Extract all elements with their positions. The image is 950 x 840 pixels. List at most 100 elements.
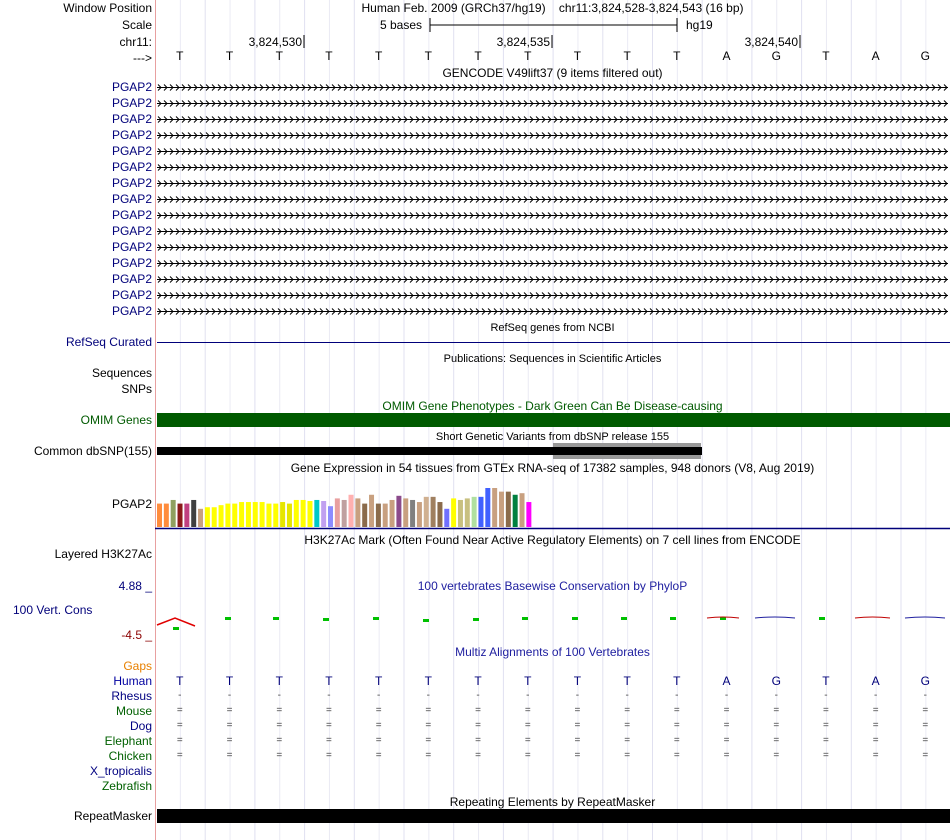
multiz-gaps-label[interactable]: Gaps (123, 659, 152, 673)
multiz-base: T (176, 674, 184, 688)
gencode-transcript-line (157, 292, 948, 299)
gencode-transcript-label[interactable]: PGAP2 (111, 256, 152, 270)
multiz-base: T (623, 674, 631, 688)
base-letter: T (225, 49, 234, 63)
multiz-species-label[interactable]: Mouse (115, 704, 152, 718)
cons-phylop-marks[interactable] (155, 612, 950, 632)
h3k27ac-track-label[interactable]: Layered H3K27Ac (54, 547, 152, 561)
gencode-transcript-line (157, 180, 948, 187)
gencode-transcript-label[interactable]: PGAP2 (111, 240, 152, 254)
gencode-transcript-line (157, 132, 948, 139)
gtex-expression-bars[interactable] (155, 474, 555, 530)
multiz-base: - (724, 690, 729, 701)
multiz-base: - (277, 690, 281, 701)
multiz-base: = (922, 720, 929, 731)
gencode-transcript-label[interactable]: PGAP2 (111, 144, 152, 158)
gtex-tissue-bar (177, 503, 183, 527)
refseq-track-label[interactable]: RefSeq Curated (65, 335, 152, 349)
cons-mark (423, 619, 429, 622)
gencode-transcript-label[interactable]: PGAP2 (111, 96, 152, 110)
gtex-tissue-bar (430, 496, 436, 527)
multiz-base: T (225, 674, 234, 688)
refseq-gene-line[interactable] (155, 341, 950, 345)
base-letter: T (424, 49, 433, 63)
multiz-base: - (476, 690, 480, 701)
dbsnp-variant-bars[interactable] (155, 443, 715, 459)
coord-tick-marks (303, 35, 801, 48)
gencode-transcript-label[interactable]: PGAP2 (111, 288, 152, 302)
pubs-snps-label[interactable]: SNPs (121, 382, 152, 396)
gtex-track-label[interactable]: PGAP2 (111, 497, 152, 511)
gtex-tissue-bar (321, 501, 327, 527)
multiz-base: = (872, 735, 879, 746)
gtex-tissue-bar (266, 503, 272, 527)
gtex-tissue-bar (403, 498, 409, 527)
cons-mark (225, 617, 231, 620)
gencode-transcript-label[interactable]: PGAP2 (111, 176, 152, 190)
rmsk-track-label[interactable]: RepeatMasker (73, 809, 152, 823)
multiz-base: = (624, 720, 631, 731)
multiz-track-title: Multiz Alignments of 100 Vertebrates (455, 645, 650, 659)
multiz-base: = (475, 720, 481, 731)
gtex-tissue-bar (416, 502, 422, 527)
gtex-tissue-bar (163, 503, 169, 527)
multiz-base: = (773, 705, 780, 716)
coord-tick-2: 3,824,535 (496, 35, 550, 49)
multiz-base: = (872, 705, 879, 716)
multiz-species-label[interactable]: Dog (129, 719, 152, 733)
gtex-tissue-bar (198, 508, 204, 527)
multiz-base: = (574, 750, 581, 761)
multiz-species-label[interactable]: Rhesus (111, 689, 152, 703)
gtex-tissue-bar (314, 499, 320, 527)
cons-max-label: 4.88 _ (118, 579, 152, 593)
gencode-transcript-label[interactable]: PGAP2 (111, 304, 152, 318)
gencode-gene-models[interactable] (155, 80, 950, 320)
gtex-tissue-bar (307, 501, 313, 527)
gtex-tissue-bar (471, 496, 477, 527)
gtex-tissue-bar (464, 498, 470, 527)
gencode-transcript-label[interactable]: PGAP2 (111, 112, 152, 126)
refseq-track-title: RefSeq genes from NCBI (490, 322, 615, 334)
base-letter: T (822, 49, 830, 63)
gtex-track-title: Gene Expression in 54 tissues from GTEx … (290, 461, 815, 475)
gencode-transcript-label[interactable]: PGAP2 (111, 192, 152, 206)
gencode-transcript-label[interactable]: PGAP2 (111, 128, 152, 142)
cons-track-label[interactable]: 100 Vert. Cons (13, 603, 93, 617)
gencode-transcript-label[interactable]: PGAP2 (111, 224, 152, 238)
multiz-base: = (276, 750, 283, 761)
multiz-species-label[interactable]: Human (113, 674, 152, 688)
scale-label: Scale (121, 18, 152, 32)
omim-gene-bar[interactable] (157, 413, 950, 427)
gtex-tissue-bar (348, 494, 354, 527)
pubs-sequences-label[interactable]: Sequences (91, 366, 152, 380)
gencode-transcript-label[interactable]: PGAP2 (111, 208, 152, 222)
cons-mark (904, 616, 946, 619)
rmsk-repeat-bar[interactable] (157, 809, 950, 823)
multiz-base: = (375, 720, 382, 731)
multiz-base: = (176, 705, 183, 716)
cons-mark (854, 616, 891, 619)
multiz-base: = (276, 735, 283, 746)
multiz-base: - (227, 690, 232, 701)
multiz-base: = (524, 720, 531, 731)
omim-track-label[interactable]: OMIM Genes (80, 413, 152, 427)
multiz-species-label[interactable]: X_tropicalis (89, 764, 152, 778)
multiz-base: = (326, 750, 332, 761)
multiz-base: = (475, 750, 481, 761)
gencode-transcript-label[interactable]: PGAP2 (111, 80, 152, 94)
cons-mark (621, 617, 627, 620)
gencode-transcript-label[interactable]: PGAP2 (111, 272, 152, 286)
base-letter: T (573, 49, 582, 63)
cons-peak (156, 617, 196, 627)
multiz-species-label[interactable]: Chicken (108, 749, 152, 763)
gencode-transcript-label[interactable]: PGAP2 (111, 160, 152, 174)
multiz-species-label[interactable]: Elephant (104, 734, 152, 748)
multiz-species-label[interactable]: Zebrafish (101, 779, 152, 793)
scale-bases: 5 bases (380, 18, 423, 32)
multiz-base: - (526, 690, 530, 701)
multiz-base: T (673, 674, 681, 688)
gtex-tissue-bar (369, 494, 375, 527)
multiz-base: = (425, 735, 432, 746)
gtex-tissue-bar (526, 502, 532, 527)
dbsnp-track-label[interactable]: Common dbSNP(155) (33, 444, 152, 458)
